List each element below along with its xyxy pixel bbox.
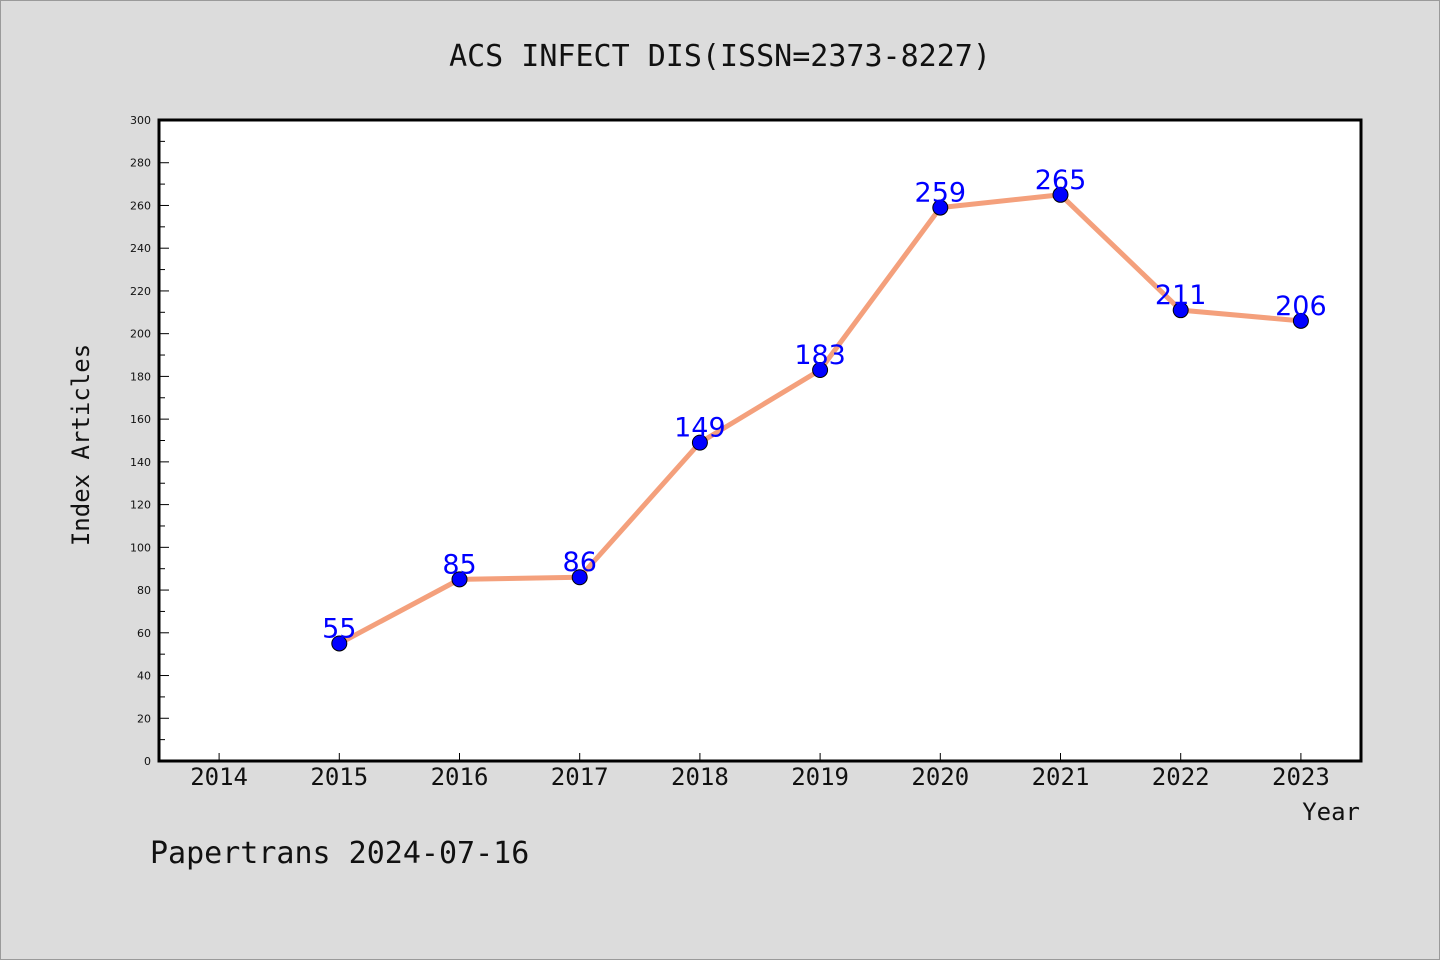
y-tick-label: 40 [137,670,151,683]
data-point [331,635,348,652]
y-tick-label: 280 [130,157,151,170]
data-label: 259 [915,178,967,209]
x-tick-label: 2021 [1032,763,1090,791]
y-tick-label: 20 [137,712,151,725]
x-axis-label: Year [1302,798,1360,826]
data-label: 149 [674,413,726,444]
data-point [451,571,468,588]
y-tick-label: 260 [130,199,151,212]
footer-credit: Papertrans 2024-07-16 [150,836,529,871]
data-point [1052,186,1069,203]
data-label: 265 [1035,165,1087,196]
x-tick-label: 2016 [431,763,489,791]
y-tick-label: 140 [130,456,151,469]
y-tick-label: 200 [130,328,151,341]
data-point [691,434,708,451]
x-tick-label: 2014 [190,763,248,791]
data-point [932,199,949,216]
data-label: 86 [563,547,597,578]
chart-title: ACS INFECT DIS(ISSN=2373-8227) [449,39,991,74]
data-point [812,361,829,378]
y-tick-label: 180 [130,370,151,383]
series-layer: 55 85 86 149 183 259 265 211 206 [322,165,1327,652]
data-point [571,569,588,586]
x-tick-label: 2019 [791,763,849,791]
x-tick-label: 2022 [1152,763,1210,791]
y-tick-label: 240 [130,242,151,255]
x-tick-label: 2015 [310,763,368,791]
y-tick-label: 60 [137,627,151,640]
y-tick-label: 0 [144,755,151,768]
x-tick-label: 2018 [671,763,729,791]
y-tick-label: 120 [130,499,151,512]
y-tick-label: 220 [130,285,151,298]
y-tick-label: 100 [130,541,151,554]
data-point [1172,302,1189,319]
x-tick-label: 2017 [551,763,609,791]
y-tick-label: 80 [137,584,151,597]
data-label: 183 [794,340,846,371]
x-tick-label: 2023 [1272,763,1330,791]
data-label: 206 [1275,291,1327,322]
data-label: 85 [442,549,476,580]
data-label: 55 [322,613,356,644]
y-tick-label: 160 [130,413,151,426]
x-axis: 2014 2015 2016 2017 2018 2019 2020 2021 2022 2023 [190,753,1330,791]
y-tick-label: 300 [130,114,151,127]
y-axis: 0 20 40 60 80 100 120 140 160 180 200 220 240 260 280 3… [130,114,169,768]
data-label: 211 [1155,280,1207,311]
data-point [1292,312,1309,329]
plot-area [157,118,1363,763]
x-tick-label: 2020 [911,763,969,791]
y-axis-label: Index Articles [67,344,95,546]
